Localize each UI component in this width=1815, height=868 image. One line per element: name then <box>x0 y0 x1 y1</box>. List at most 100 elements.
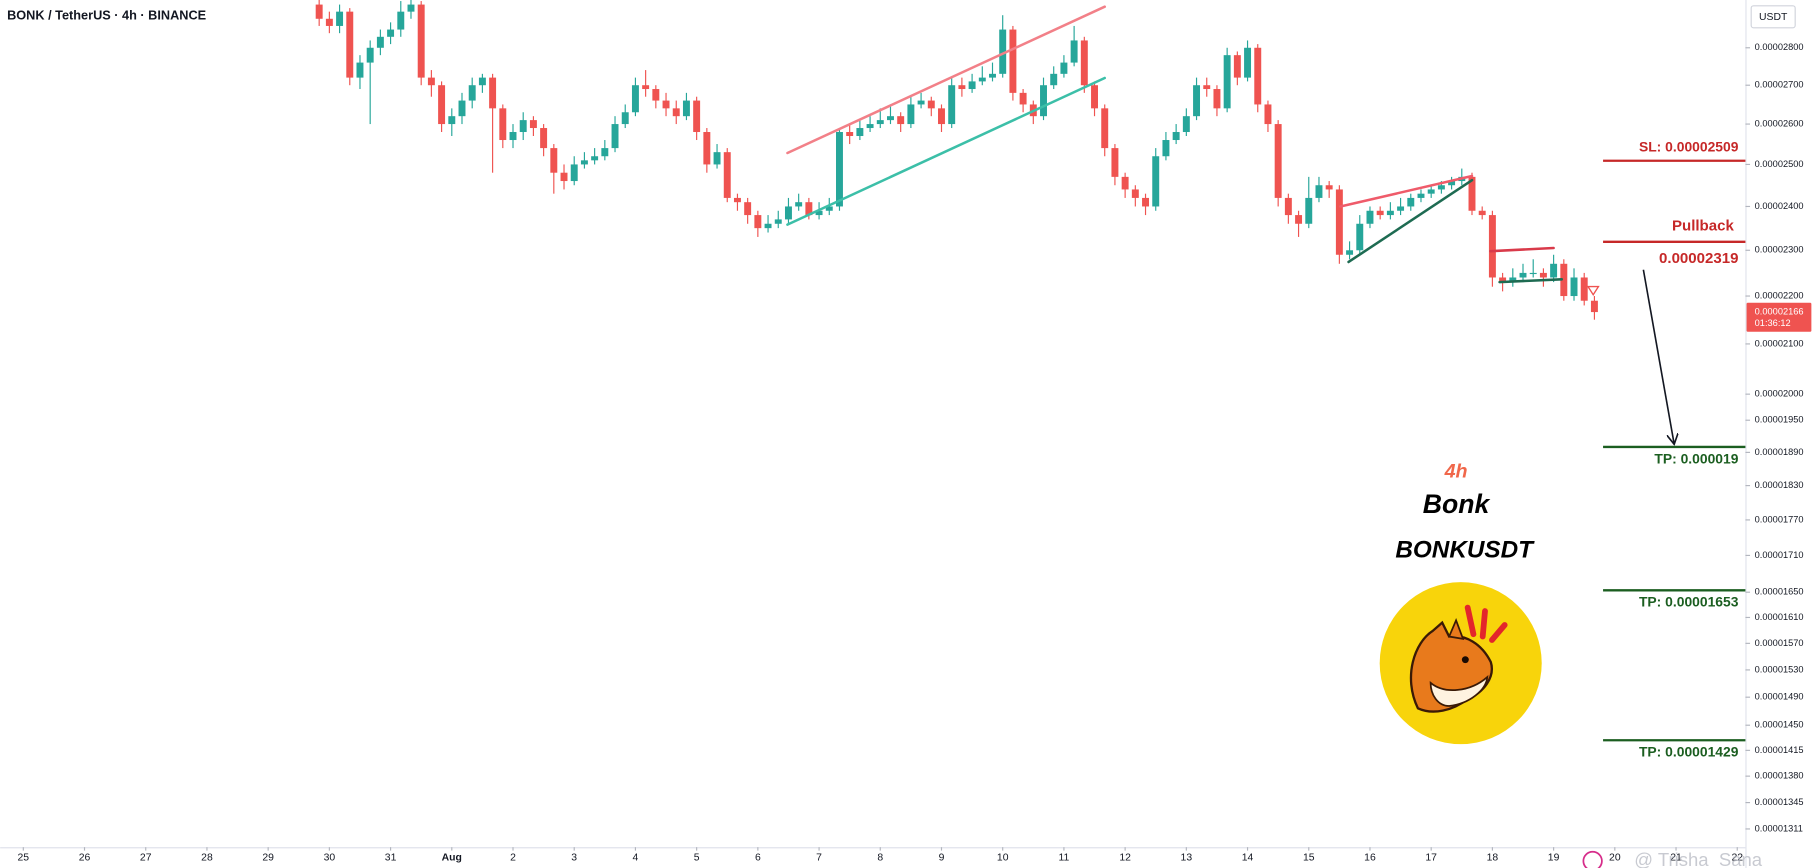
candle-body <box>1152 156 1160 207</box>
candle-body <box>580 160 588 165</box>
y-tick-label: 0.00001415 <box>1755 745 1804 755</box>
candle-body <box>478 77 486 86</box>
trendline <box>1489 246 1555 253</box>
x-tick-label: 2 <box>510 852 516 863</box>
candle-body <box>1437 185 1445 190</box>
candle-body <box>519 120 527 133</box>
candle-body <box>774 219 782 224</box>
candle-body <box>805 202 813 216</box>
y-tick-label: 0.00002600 <box>1755 119 1804 129</box>
candle-body <box>1101 108 1109 149</box>
x-tick-label: 25 <box>18 852 30 863</box>
candle-body <box>448 116 456 125</box>
candle-body <box>723 152 731 198</box>
candle-body <box>1417 193 1425 198</box>
candle-body <box>703 132 711 165</box>
candle-body <box>682 100 690 117</box>
x-tick-label: 27 <box>140 852 152 863</box>
candle-body <box>1274 124 1282 198</box>
trendline <box>786 5 1106 155</box>
logo-icon[interactable] <box>1582 850 1603 868</box>
candle-body <box>1203 85 1211 90</box>
candle-body <box>1162 140 1170 157</box>
candle-body <box>1254 47 1262 105</box>
candle-body <box>1550 263 1558 278</box>
candle-body <box>1284 197 1292 216</box>
candle-body <box>825 206 833 211</box>
candle-body <box>1193 85 1201 117</box>
candle-body <box>1560 263 1568 297</box>
level-label: TP: 0.00001653 <box>1639 594 1739 610</box>
candle-body <box>927 100 935 109</box>
candle-body <box>366 47 374 63</box>
candle-body <box>550 148 558 173</box>
candle-body <box>938 108 945 125</box>
candle-body <box>1050 73 1058 86</box>
candle-body <box>1121 176 1129 190</box>
candle-body <box>376 36 384 48</box>
candle-body <box>1264 104 1272 125</box>
level-label: TP: 0.000019 <box>1654 450 1738 466</box>
candle-body <box>1397 206 1405 211</box>
candle-body <box>1060 62 1068 74</box>
currency-label: USDT <box>1759 12 1788 23</box>
x-tick-label: 13 <box>1181 852 1193 863</box>
candle-body <box>999 29 1007 74</box>
x-tick-label: 28 <box>201 852 213 863</box>
y-tick-label: 0.00001490 <box>1755 692 1804 702</box>
level-label: 0.00002319 <box>1659 250 1738 267</box>
candle-body <box>1295 215 1303 224</box>
x-tick-label: 5 <box>694 852 700 863</box>
candle-body <box>1366 210 1374 224</box>
y-tick-label: 0.00002800 <box>1755 42 1804 52</box>
candle-body <box>662 100 670 109</box>
candle-body <box>1478 210 1486 216</box>
y-tick-label: 0.00001610 <box>1755 612 1804 622</box>
candle-body <box>1019 92 1027 105</box>
y-tick-label: 0.00001530 <box>1755 664 1804 674</box>
y-tick-label: 0.00001710 <box>1755 550 1804 560</box>
candle-body <box>1070 40 1078 63</box>
candle-body <box>1448 181 1456 186</box>
candle-body <box>948 85 956 125</box>
y-tick-label: 0.00002300 <box>1755 245 1804 255</box>
x-tick-label: 14 <box>1242 852 1254 863</box>
countdown-label: 01:36:12 <box>1755 318 1791 328</box>
symbol-note: BONKUSDT <box>1395 536 1535 563</box>
candle-body <box>1529 272 1537 275</box>
x-tick-label: 17 <box>1425 852 1437 863</box>
candle-body <box>989 73 996 78</box>
candle-body <box>570 164 578 182</box>
candle-body <box>1519 272 1527 278</box>
x-tick-label: 20 <box>1609 852 1621 863</box>
candle-body <box>1499 277 1507 283</box>
currency-box[interactable] <box>1750 5 1796 29</box>
candle-body <box>1009 29 1017 93</box>
candle-body <box>1407 197 1415 207</box>
y-tick-label: 0.00002200 <box>1755 290 1804 300</box>
candle-body <box>754 215 762 229</box>
candle-body <box>631 85 639 113</box>
candle-body <box>1233 55 1241 78</box>
candle-body <box>713 152 721 165</box>
candle-body <box>1356 223 1364 251</box>
candle-body <box>897 116 905 125</box>
x-tick-label: 15 <box>1303 852 1315 863</box>
candle-body <box>1488 215 1496 278</box>
candle-body <box>356 62 364 78</box>
candle-body <box>764 223 772 229</box>
candle-body <box>387 29 395 37</box>
candle-body <box>407 4 415 12</box>
trendline <box>786 76 1106 226</box>
candle-body <box>529 120 537 129</box>
x-tick-label: 29 <box>262 852 274 863</box>
y-tick-label: 0.00002500 <box>1755 159 1804 169</box>
candle-body <box>499 108 507 141</box>
y-tick-label: 0.00001570 <box>1755 638 1804 648</box>
y-tick-label: 0.00002700 <box>1755 80 1804 90</box>
candle-body <box>1305 197 1313 224</box>
x-tick-label: 6 <box>755 852 761 863</box>
y-tick-label: 0.00002000 <box>1755 389 1804 399</box>
